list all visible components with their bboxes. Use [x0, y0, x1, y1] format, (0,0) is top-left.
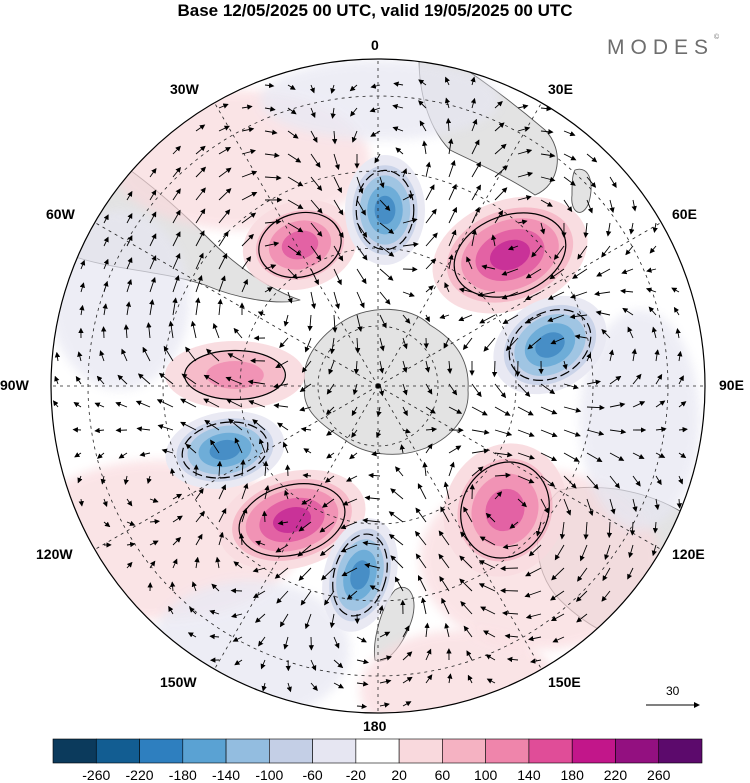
indian-low-anomaly	[493, 295, 607, 395]
lon-label-90w: 90W	[0, 377, 29, 393]
colorbar-tick-label: -260	[82, 767, 111, 783]
latitude-circle-0	[317, 325, 439, 447]
meridian-120	[377, 385, 664, 552]
colorbar-tick-label: -140	[212, 767, 241, 783]
east-pacific-high-contour	[460, 461, 550, 559]
colorbar-tick-label: 100	[473, 767, 498, 783]
colorbar-swatch-1	[95, 738, 140, 764]
lon-label-120w: 120W	[36, 546, 73, 562]
colorbar-swatch-10	[485, 738, 530, 764]
meridian-60	[377, 220, 664, 387]
colorbar-swatch-5	[269, 738, 313, 764]
meridian-30	[377, 100, 544, 387]
background-tint-6	[580, 310, 700, 530]
colorbar-tick-label: -20	[345, 767, 366, 783]
lon-label-150e: 150E	[548, 674, 581, 690]
ross-low-contour	[332, 533, 388, 617]
colorbar-tick-label: 180	[560, 767, 584, 783]
colorbar-swatch-8	[398, 738, 443, 764]
colorbar-swatch-2	[139, 738, 184, 764]
background-tint-3	[360, 630, 560, 713]
colorbar-swatch-12	[571, 738, 616, 764]
colorbar-tick-label: -60	[302, 767, 323, 783]
meridian-300	[92, 220, 379, 387]
colorbar-swatch-9	[442, 738, 486, 764]
meridian-330	[212, 100, 379, 387]
colorbar-swatch-6	[312, 738, 357, 764]
lon-label-30w: 30W	[170, 81, 199, 97]
colorbar-tick-label: 140	[517, 767, 541, 783]
east-pacific-high-anomaly	[443, 443, 567, 577]
background-tint-7	[260, 60, 500, 140]
colorbar-tick-label: 20	[391, 767, 407, 783]
background-tint-5	[51, 210, 190, 390]
modes-logo: MODES©	[607, 34, 720, 60]
colorbar-swatch-13	[615, 738, 660, 764]
wind-vectors	[52, 76, 688, 710]
meridian-210	[212, 385, 379, 672]
background-tint-4	[150, 580, 350, 713]
indian-low-contour	[508, 308, 592, 382]
amundsen-high-anomaly	[165, 341, 305, 409]
colorbar-swatch-14	[658, 738, 703, 764]
meridian-240	[92, 385, 379, 552]
lat-lon-grid	[51, 59, 705, 713]
latitude-circle-1	[239, 247, 517, 525]
meridian-150	[377, 385, 544, 672]
map-boundary	[50, 58, 706, 714]
reference-vector-value: 30	[666, 684, 680, 698]
lon-label-120e: 120E	[672, 546, 705, 562]
lon-label-60w: 60W	[46, 206, 75, 222]
colorbar-tick-label: -180	[168, 767, 197, 783]
colorbar-swatch-0	[52, 738, 97, 764]
colorbar-tick-label: -100	[255, 767, 284, 783]
colorbar-swatch-3	[182, 738, 227, 764]
bellingshausen-low-contour	[181, 421, 269, 479]
lon-label-30e: 30E	[548, 81, 573, 97]
brand-mark: ©	[714, 34, 720, 41]
latitude-circle-2	[162, 170, 594, 602]
brand-text: MODES	[607, 36, 715, 59]
lon-label-0: 0	[371, 37, 379, 53]
atlantic-low-anomaly	[345, 155, 425, 265]
colorbar-tick-label: -220	[125, 767, 154, 783]
lon-label-90e: 90E	[719, 377, 744, 393]
anomaly-shading	[51, 60, 700, 713]
colorbar-tick-label: 60	[434, 767, 451, 783]
atlantic-low-contour	[355, 169, 415, 251]
colorbar-swatch-11	[528, 738, 573, 764]
colorbar	[52, 738, 703, 764]
colorbar-swatch-4	[225, 738, 270, 764]
colorbar-tick-label: 260	[647, 767, 671, 783]
lon-label-60e: 60E	[672, 206, 697, 222]
colorbar-swatch-7	[355, 738, 400, 764]
colorbar-tick-label: 220	[603, 767, 628, 783]
map-title: Base 12/05/2025 00 UTC, valid 19/05/2025…	[177, 1, 573, 20]
lon-label-150w: 150W	[160, 674, 197, 690]
lon-label-180: 180	[363, 718, 387, 734]
